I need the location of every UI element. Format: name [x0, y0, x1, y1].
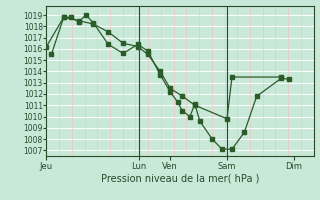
X-axis label: Pression niveau de la mer( hPa ): Pression niveau de la mer( hPa )	[101, 173, 259, 183]
